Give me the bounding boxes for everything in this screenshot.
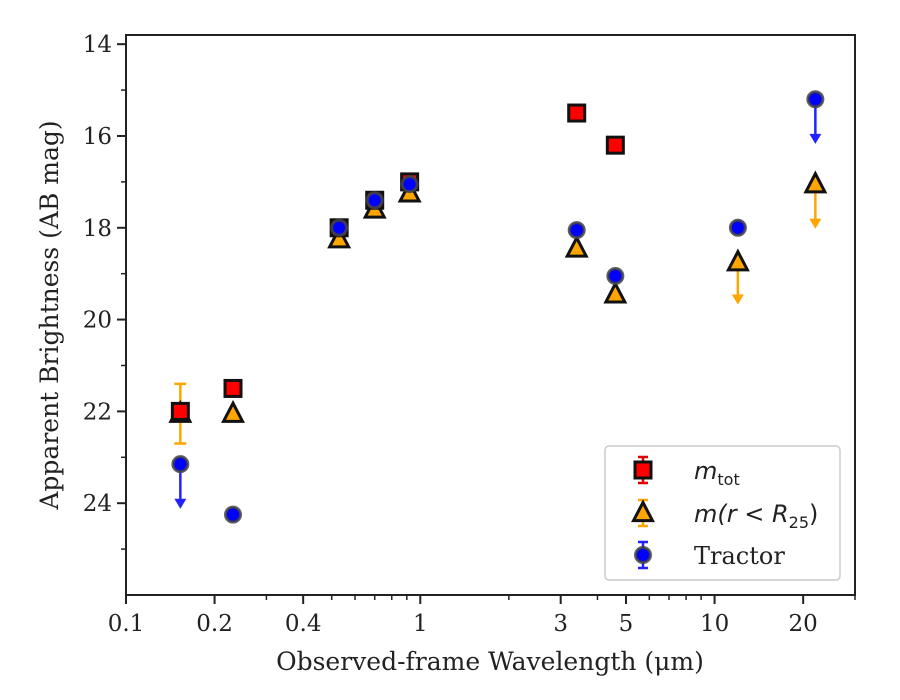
y-tick-label: 22 [83, 399, 112, 425]
y-tick-label: 18 [83, 216, 112, 242]
axes: 14 16 18 20 22 24 0.1 0.2 0.4 1 3 5 10 20 [83, 32, 856, 637]
data-point-m_r25 [603, 280, 628, 304]
x-tick-label: 20 [789, 611, 818, 637]
y-tick-label: 20 [83, 308, 112, 334]
legend-marker-tractor [634, 546, 652, 564]
data-point-m_tot [170, 401, 190, 421]
data-point-tractor [567, 221, 586, 240]
y-axis-label: Apparent Brightness (AB mag) [35, 120, 64, 510]
x-tick-label: 0.2 [196, 611, 233, 637]
x-axis-label: Observed-frame Wavelength (μm) [276, 647, 704, 676]
data-point-m_r25 [327, 225, 352, 249]
legend-marker-m_r25 [631, 499, 655, 523]
data-point-tractor [365, 191, 384, 210]
x-tick-label: 3 [553, 611, 568, 637]
plot-area [168, 90, 828, 524]
x-tick-label: 0.4 [285, 611, 322, 637]
plot-frame [125, 34, 856, 596]
data-point-tractor [806, 90, 825, 109]
y-tick-label: 16 [83, 124, 112, 150]
legend-label-m_r25: m(r < R25) [694, 500, 818, 532]
upper-limit-arrowhead [731, 294, 744, 305]
upper-limit-arrowhead [174, 498, 187, 509]
y-tick-label: 24 [83, 491, 112, 517]
upper-limit-arrowhead [809, 218, 822, 229]
legend-label-tractor: Tractor [694, 542, 785, 570]
data-point-tractor [400, 175, 419, 194]
data-point-m_tot [605, 135, 625, 155]
legend-marker-m_tot [633, 460, 653, 480]
x-tick-label: 5 [619, 611, 634, 637]
x-tick-label: 0.1 [108, 611, 145, 637]
legend-label-m_tot: mtot [694, 457, 740, 489]
data-point-m_tot [223, 378, 243, 398]
legend: mtot m(r < R25) Tractor [604, 445, 841, 581]
legend-box [604, 445, 841, 581]
data-point-m_r25 [725, 248, 750, 272]
data-point-tractor [224, 505, 243, 524]
data-point-tractor [728, 218, 747, 237]
data-point-m_r25 [564, 234, 589, 258]
data-point-m_r25 [221, 399, 245, 423]
data-point-tractor [330, 218, 349, 237]
data-point-m_r25 [803, 170, 828, 194]
y-tick-label: 14 [83, 32, 112, 58]
upper-limit-arrowhead [809, 133, 822, 144]
data-point-m_tot [567, 103, 587, 123]
x-tick-label: 1 [413, 611, 428, 637]
data-point-tractor [606, 266, 625, 285]
x-tick-label: 10 [700, 611, 729, 637]
data-point-tractor [171, 455, 190, 474]
